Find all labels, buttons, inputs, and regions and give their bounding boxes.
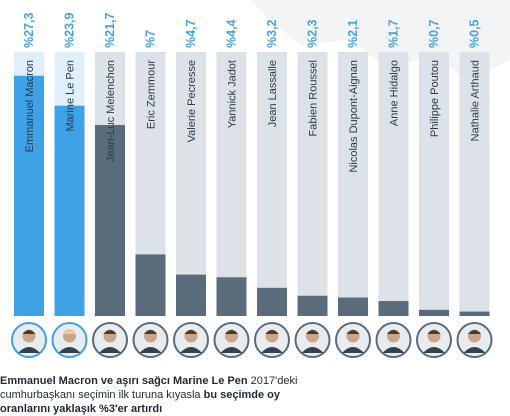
category-label: Marine Le Pen [65, 60, 77, 132]
bar-track [176, 52, 206, 316]
bar [54, 105, 85, 317]
portrait-hair-icon [306, 330, 319, 334]
vote-share-chart: %27,3 Emmanuel Macron %23,9 Marine Le Pen %2… [11, 0, 510, 358]
portrait-hair-icon [387, 330, 400, 334]
portrait-shoulders-icon [342, 347, 364, 353]
category-label: Jean-Luc Melenchon [105, 60, 117, 162]
caption-line1-normal: 2017'deki [247, 375, 298, 387]
bar [297, 295, 328, 316]
caption-line2-bold: bu seçimde oy [203, 389, 281, 401]
category-label: Philippe Poutou [429, 60, 441, 137]
portrait-shoulders-icon [382, 347, 405, 353]
category-label: Emmanuel Macron [24, 60, 36, 152]
caption-line2-normal: cumhurbaşkanı seçimin ilk turuna kıyasla [0, 389, 204, 401]
portrait-hair-icon [427, 330, 441, 334]
portrait-shoulders-icon [301, 347, 324, 353]
data-label: %27,3 [22, 13, 36, 48]
portrait-shoulders-icon [423, 347, 445, 353]
portrait-shoulders-icon [58, 347, 81, 353]
data-label: %3,2 [265, 19, 279, 48]
portrait-hair-icon [144, 330, 157, 334]
portrait-shoulders-icon [18, 347, 40, 353]
data-label: %0,7 [427, 19, 441, 48]
portrait-hair-icon [184, 330, 198, 334]
portrait-hair-icon [265, 330, 279, 334]
portrait-shoulders-icon [463, 347, 486, 353]
category-label: Yannick Jadot [227, 60, 239, 128]
portrait-shoulders-icon [180, 347, 202, 353]
portrait-hair-icon [103, 330, 117, 334]
category-label: Eric Zemmour [146, 60, 158, 129]
bar-track [257, 52, 287, 316]
category-label: Valerie Pecresse [186, 60, 198, 142]
bar [135, 254, 166, 316]
bar [419, 309, 449, 316]
chart-caption: Emmanuel Macron ve aşırı sağcı Marine Le… [0, 374, 330, 416]
portrait-shoulders-icon [220, 347, 243, 353]
bar [95, 125, 125, 316]
data-label: %21,7 [103, 13, 117, 48]
bar-track [378, 52, 409, 316]
portrait-shoulders-icon [99, 347, 121, 353]
bar [257, 287, 287, 316]
data-label: %23,9 [63, 13, 77, 48]
category-label: Jean Lassalle [267, 60, 279, 127]
data-label: %2,1 [346, 19, 360, 48]
portrait-hair-icon [225, 330, 238, 334]
portrait-hair-icon [22, 330, 36, 334]
bar-track [459, 52, 490, 316]
portrait-hair-icon [346, 330, 360, 334]
bar-track [338, 52, 368, 316]
bar [378, 301, 409, 316]
data-label: %4,4 [225, 19, 239, 48]
caption-line3-bold: oranlarını yaklaşık %3'er artırdı [0, 403, 163, 415]
bar-track [297, 52, 328, 316]
category-label: Nathalie Arthaud [470, 60, 482, 141]
bar-track [216, 52, 247, 316]
category-label: Anne Hidalgo [389, 60, 401, 126]
data-label: %1,7 [387, 19, 401, 48]
portrait-hair-icon [63, 330, 76, 334]
bar [459, 311, 490, 316]
category-label: Fabien Roussel [308, 60, 320, 136]
data-label: %4,7 [184, 19, 198, 48]
bar [216, 277, 247, 316]
caption-line1-bold: Emmanuel Macron ve aşırı sağcı Marine Le… [0, 375, 248, 387]
portrait-shoulders-icon [139, 347, 162, 353]
data-label: %2,3 [306, 19, 320, 48]
data-label: %0,5 [468, 19, 482, 48]
portrait-shoulders-icon [261, 347, 283, 353]
bar [14, 75, 44, 316]
category-label: Nicolas Dupont-Aignan [348, 60, 360, 173]
data-label: %7 [144, 30, 158, 48]
bar [338, 297, 368, 316]
bar [176, 274, 206, 316]
portrait-hair-icon [468, 330, 481, 334]
bar-track [419, 52, 449, 316]
